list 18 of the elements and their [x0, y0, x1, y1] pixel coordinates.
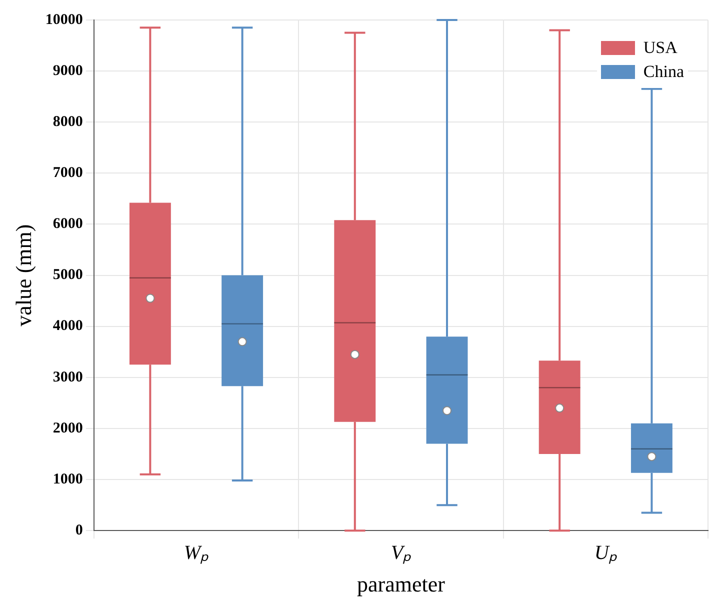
y-tick-label: 10000: [45, 12, 83, 28]
y-tick-label: 5000: [52, 267, 83, 284]
y-axis-title: value (mm): [10, 224, 36, 326]
y-tick-label: 0: [75, 522, 83, 538]
y-tick-label: 8000: [52, 114, 83, 130]
y-tick-label: 9000: [52, 62, 83, 79]
x-axis-title: parameter: [356, 572, 446, 597]
x-tick-label: Wₚ: [184, 542, 210, 564]
legend-label: China: [643, 62, 684, 82]
y-tick-label: 6000: [52, 216, 83, 232]
y-tick-label: 4000: [52, 318, 83, 334]
x-tick-label: Uₚ: [594, 542, 618, 564]
y-tick-label: 7000: [52, 165, 83, 182]
y-tick-label: 2000: [52, 420, 83, 436]
y-tick-label: 1000: [52, 471, 83, 488]
y-tick-label: 3000: [52, 369, 83, 386]
legend-label: USA: [643, 38, 678, 58]
x-tick-label: Vₚ: [390, 542, 412, 564]
